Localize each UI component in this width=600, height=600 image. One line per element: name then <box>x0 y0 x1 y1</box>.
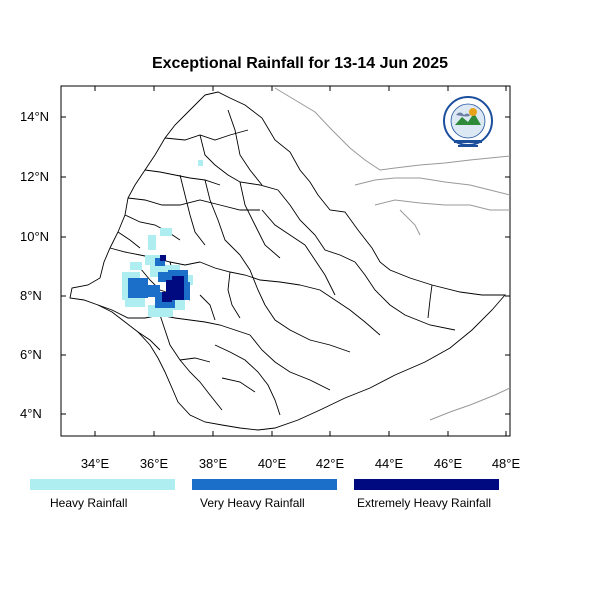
y-axis-ticks <box>61 116 510 415</box>
legend-label-very-heavy: Very Heavy Rainfall <box>200 496 305 510</box>
legend-label-heavy: Heavy Rainfall <box>50 496 128 510</box>
plot-frame <box>60 85 511 437</box>
extremely-heavy-rainfall-cells <box>160 255 184 302</box>
legend-swatch-heavy <box>30 479 175 490</box>
y-tick-label: 6°N <box>20 347 42 362</box>
x-tick-label: 40°E <box>257 456 287 471</box>
x-tick-label: 46°E <box>433 456 463 471</box>
y-tick-label: 14°N <box>20 109 50 124</box>
x-tick-label: 38°E <box>198 456 228 471</box>
legend-swatch-very-heavy <box>192 479 337 490</box>
x-tick-label: 44°E <box>374 456 404 471</box>
neighbor-borders <box>274 87 511 421</box>
x-axis-ticks <box>94 86 507 436</box>
y-tick-label: 12°N <box>20 169 50 184</box>
y-tick-label: 4°N <box>20 406 42 421</box>
y-tick-label: 10°N <box>20 229 50 244</box>
y-tick-label: 8°N <box>20 288 42 303</box>
x-tick-label: 36°E <box>139 456 169 471</box>
legend-label-extremely-heavy: Extremely Heavy Rainfall <box>357 496 492 510</box>
x-tick-label: 48°E <box>491 456 521 471</box>
x-tick-label: 34°E <box>80 456 110 471</box>
legend-swatch-extremely-heavy <box>354 479 499 490</box>
x-tick-label: 42°E <box>315 456 345 471</box>
meteorology-agency-seal-icon <box>440 95 496 151</box>
map-title: Exceptional Rainfall for 13-14 Jun 2025 <box>151 55 449 72</box>
